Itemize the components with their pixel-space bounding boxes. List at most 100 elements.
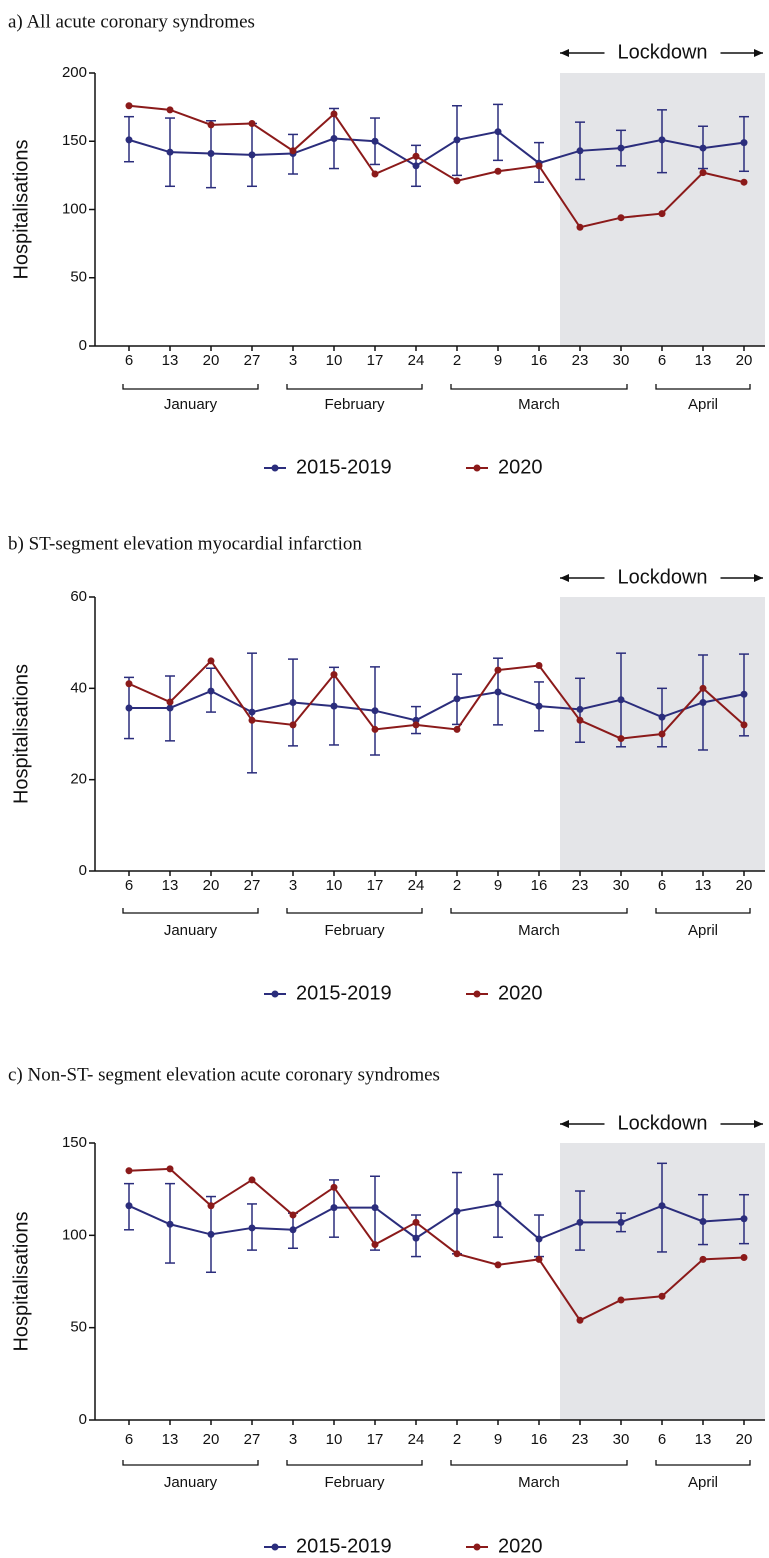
legend-dot [271,1543,279,1551]
y-tick-label: 50 [70,269,87,286]
month-bracket [122,384,259,390]
error-bar [370,1175,380,1251]
point [125,680,133,688]
x-tick-label: 10 [326,1431,343,1448]
x-tick-label: 13 [162,352,179,369]
x-tick-label: 9 [494,877,502,894]
x-tick-label: 16 [531,877,548,894]
point [330,702,338,710]
arrow-head [754,1120,763,1128]
point [740,139,748,147]
point [207,687,215,695]
series-line [128,1167,745,1322]
point [289,147,297,155]
chart-title: c) Non-ST- segment elevation acute coron… [8,1064,440,1085]
x-tick-label: 3 [289,877,297,894]
x-tick-label: 16 [531,1431,548,1448]
point [617,735,625,743]
point [494,167,502,175]
point [576,223,584,231]
month-label: April [688,1474,718,1491]
point [412,162,420,170]
x-tick-label: 6 [658,352,666,369]
x-tick-label: 13 [695,352,712,369]
point [617,1218,625,1226]
point [166,148,174,156]
point [576,1316,584,1324]
x-tick-label: 13 [162,1431,179,1448]
x-tick-label: 16 [531,352,548,369]
y-tick-label: 100 [62,1226,87,1243]
y-tick-label: 20 [70,771,87,788]
point [371,170,379,178]
y-axis-label: Hospitalisations [10,664,32,804]
point [658,1202,666,1210]
point [699,1255,707,1263]
x-tick-label: 24 [408,352,425,369]
lockdown-label: Lockdown [617,41,707,63]
point [535,662,543,669]
legend-label: 2015-2019 [296,1535,392,1557]
point [453,177,461,185]
point [658,136,666,144]
point [535,1255,543,1263]
point [125,1167,133,1175]
month-label: March [518,396,560,413]
point [412,1234,420,1242]
point [412,721,420,729]
x-tick-label: 10 [326,877,343,894]
point [248,120,256,128]
point [248,1224,256,1232]
x-tick-label: 3 [289,1431,297,1448]
x-tick-label: 30 [613,1431,630,1448]
point [453,136,461,144]
point [412,1218,420,1226]
point [371,725,379,733]
point [371,1204,379,1212]
month-bracket [450,908,628,914]
series-line [128,104,745,229]
month-bracket [122,1460,259,1466]
point [289,698,297,706]
x-tick-label: 17 [367,877,384,894]
point [617,696,625,704]
x-tick-label: 20 [736,1431,753,1448]
point [207,657,215,665]
month-bracket [655,908,751,914]
point [740,178,748,186]
month-bracket [286,384,423,390]
x-tick-label: 23 [572,877,589,894]
legend-label: 2020 [498,982,543,1004]
point [576,1218,584,1226]
point [289,1226,297,1234]
x-tick-label: 17 [367,352,384,369]
x-tick-label: 6 [658,877,666,894]
x-tick-label: 2 [453,877,461,894]
point [576,705,584,713]
point [576,147,584,155]
legend-dot [271,464,279,472]
x-tick-label: 24 [408,1431,425,1448]
legend-dot [271,990,279,998]
month-label: February [324,1474,385,1491]
point [330,1204,338,1212]
point [576,716,584,724]
point [207,150,215,158]
x-tick-label: 13 [695,1431,712,1448]
x-tick-label: 6 [125,1431,133,1448]
x-tick-label: 13 [695,877,712,894]
x-tick-label: 30 [613,877,630,894]
point [207,121,215,129]
x-tick-label: 24 [408,877,425,894]
point [494,1261,502,1269]
legend-label: 2015-2019 [296,456,392,478]
point [494,688,502,696]
legend-dot [473,1543,481,1551]
point [453,1207,461,1215]
x-tick-label: 20 [203,1431,220,1448]
point [166,1220,174,1228]
x-tick-label: 20 [736,352,753,369]
point [740,1253,748,1261]
month-bracket [286,908,423,914]
point [699,1217,707,1225]
